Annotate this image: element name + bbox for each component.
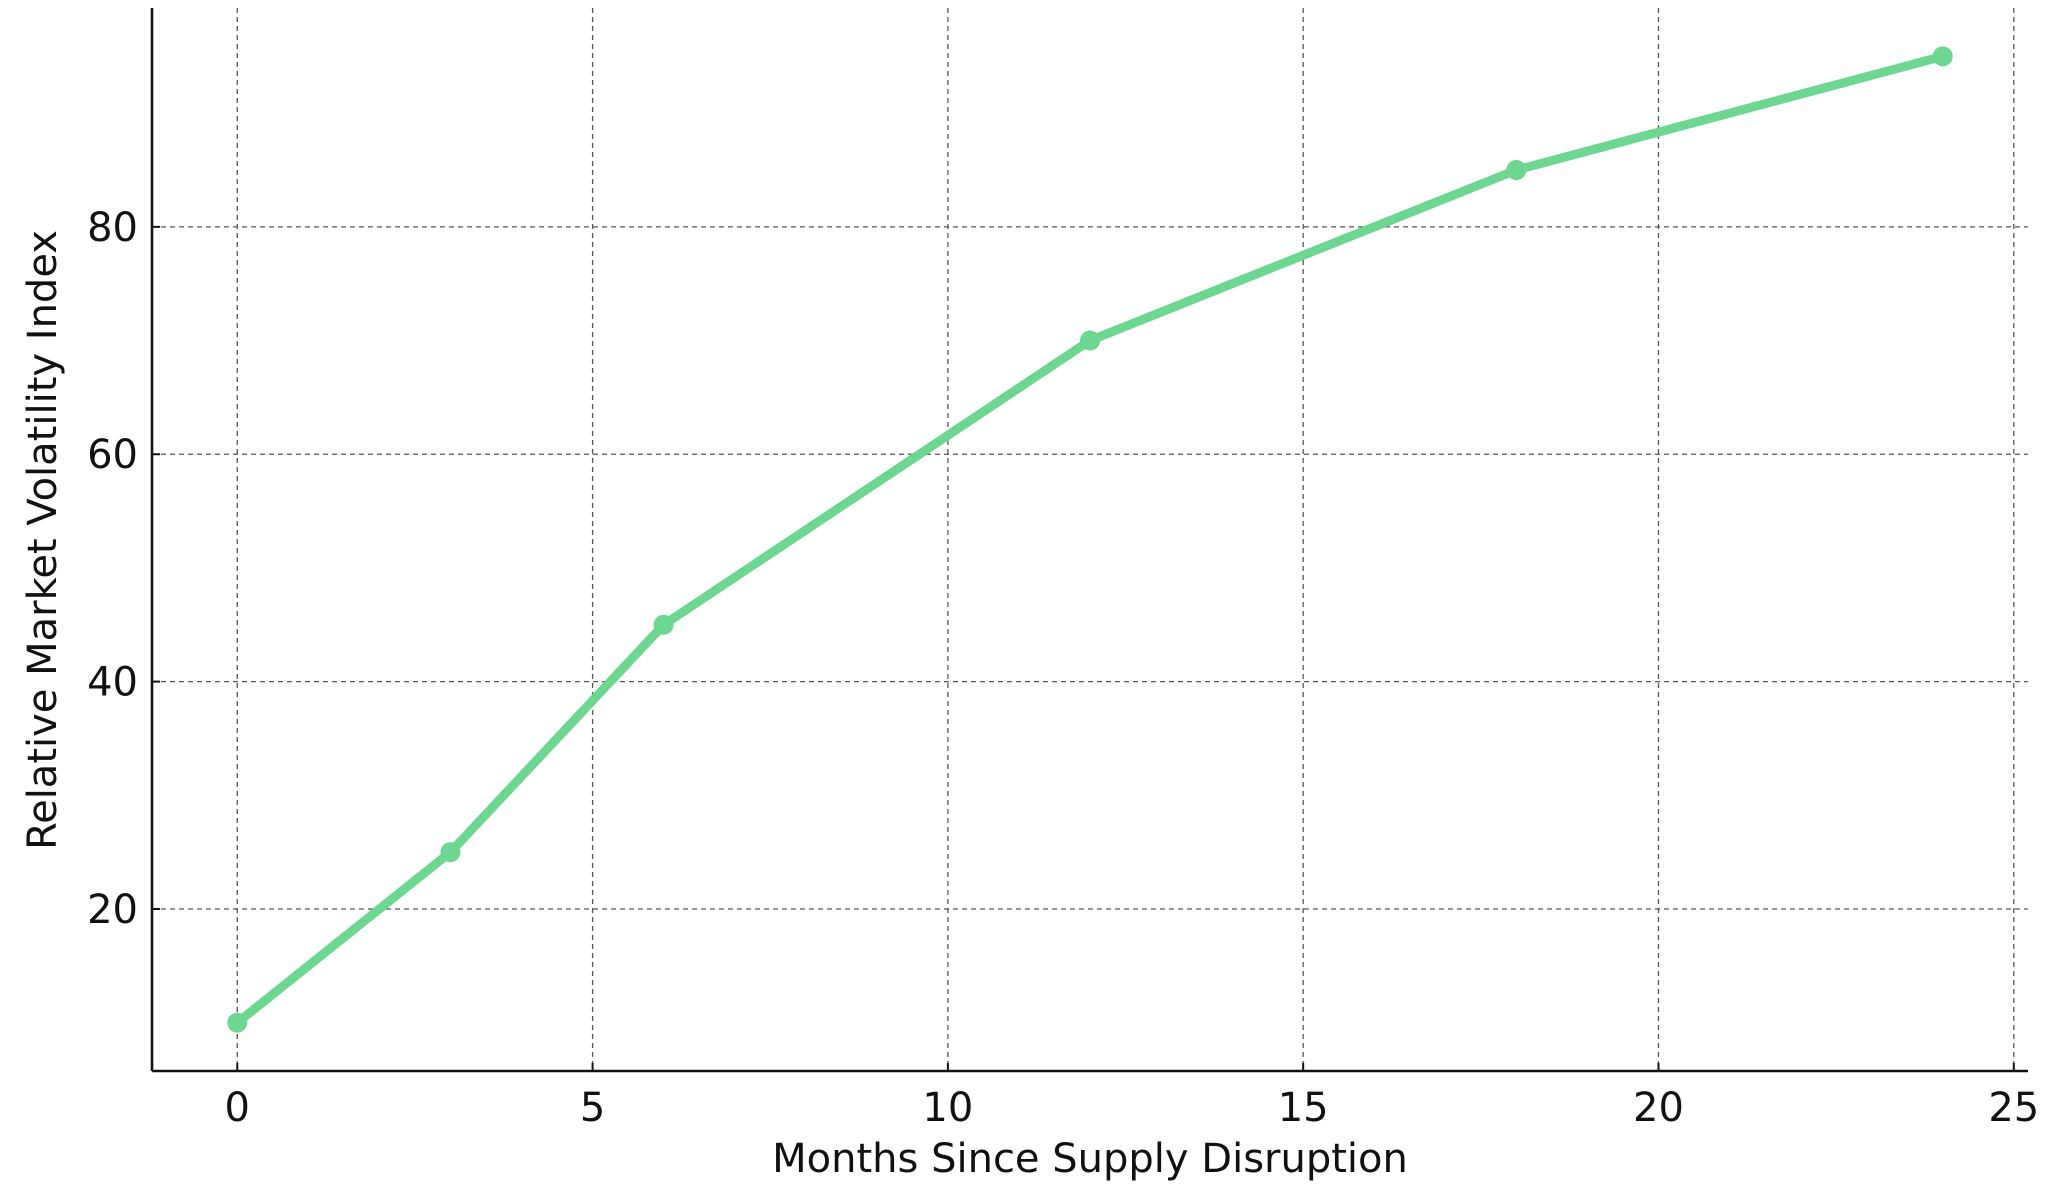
data-point [1080,330,1100,351]
x-tick-label: 25 [1988,1085,2039,1131]
x-tick-label: 5 [580,1085,605,1131]
x-axis-label: Months Since Supply Disruption [772,1136,1408,1182]
y-tick-label: 60 [87,432,138,478]
x-tick-label: 15 [1278,1085,1329,1131]
y-axis-label: Relative Market Volatility Index [20,230,66,850]
data-point [1932,46,1953,67]
data-point [653,614,674,635]
y-tick-label: 20 [87,887,138,933]
y-tick-label: 80 [87,205,138,251]
data-point [440,842,461,863]
x-tick-label: 0 [225,1085,250,1131]
y-tick-label: 40 [87,660,138,706]
x-tick-label: 20 [1633,1085,1684,1131]
data-point [227,1012,248,1033]
data-line [232,51,1948,1028]
x-tick-label: 10 [922,1085,973,1131]
data-point [1506,160,1527,181]
